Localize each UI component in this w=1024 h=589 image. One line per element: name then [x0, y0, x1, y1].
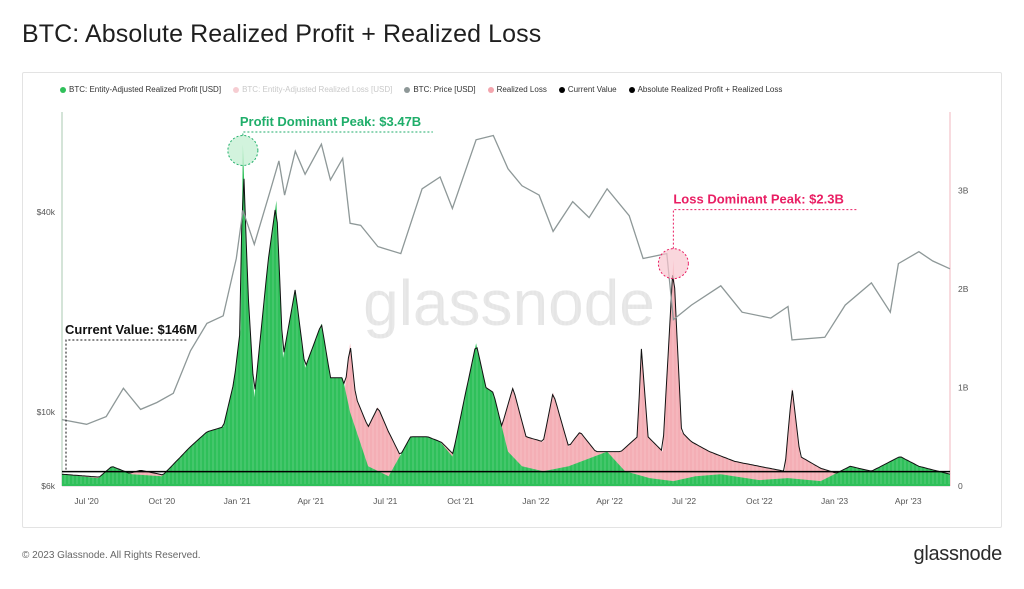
loss-peak-leader — [672, 209, 857, 249]
realized-profit-area — [62, 144, 950, 486]
legend-label-realized-loss: Realized Loss — [496, 85, 547, 94]
legend-item-price[interactable]: BTC: Price [USD] — [404, 85, 476, 94]
legend-item-realized-loss[interactable]: Realized Loss — [487, 85, 547, 94]
x-tick-label: Apr '23 — [895, 496, 922, 506]
legend-swatch-price — [404, 86, 411, 93]
legend-label-total: Absolute Realized Profit + Realized Loss — [637, 85, 783, 94]
legend-item-total[interactable]: Absolute Realized Profit + Realized Loss — [628, 85, 783, 94]
legend-item-profit[interactable]: BTC: Entity-Adjusted Realized Profit [US… — [60, 85, 221, 94]
y-left-tick-label: $6k — [41, 481, 55, 491]
y-right-tick-label: 1B — [958, 383, 969, 393]
chart-legend: BTC: Entity-Adjusted Realized Profit [US… — [60, 85, 782, 94]
legend-label-current-value: Current Value — [567, 85, 617, 94]
profit-peak-label: Profit Dominant Peak: $3.47B — [240, 114, 421, 129]
annotation-group: Profit Dominant Peak: $3.47B Loss Domina… — [62, 114, 950, 473]
y-right-tick-label: 3B — [958, 186, 969, 196]
profit-peak-marker — [227, 134, 259, 166]
x-tick-label: Apr '21 — [297, 496, 324, 506]
bar-texture — [64, 136, 950, 484]
copyright-text: © 2023 Glassnode. All Rights Reserved. — [22, 550, 201, 561]
loss-peak-label: Loss Dominant Peak: $2.3B — [673, 192, 844, 207]
chart-plot: glassnode Profit Dominant Peak: $3.47B L… — [37, 112, 969, 506]
profit-area-group — [61, 136, 951, 486]
legend-label-profit: BTC: Entity-Adjusted Realized Profit [US… — [69, 85, 222, 94]
watermark: glassnode — [363, 267, 655, 339]
x-tick-label: Jan '22 — [522, 496, 549, 506]
legend-swatch-loss-muted — [233, 86, 240, 93]
x-tick-label: Oct '22 — [746, 496, 773, 506]
y-left-tick-label: $40k — [37, 207, 56, 217]
y-right-tick-label: 0 — [958, 481, 963, 491]
loss-area-group — [62, 259, 950, 486]
current-value-label: Current Value: $146M — [65, 322, 197, 337]
legend-swatch-profit — [60, 86, 66, 93]
x-tick-label: Jul '22 — [672, 496, 697, 506]
x-tick-label: Apr '22 — [596, 496, 623, 506]
price-line — [61, 134, 951, 425]
x-tick-label: Jan '21 — [224, 496, 251, 506]
axes-group: Jul '20 Oct '20 Jan '21 Apr '21 Jul '21 Oct '… — [37, 186, 969, 506]
legend-swatch-realized-loss — [487, 86, 494, 93]
profit-peak-leader — [242, 131, 433, 136]
y-left-tick-label: $10k — [37, 407, 56, 417]
realized-loss-area — [62, 259, 950, 486]
legend-label-price: BTC: Price [USD] — [413, 85, 476, 94]
total-line — [61, 178, 951, 478]
legend-label-loss-muted: BTC: Entity-Adjusted Realized Loss [USD] — [242, 85, 393, 94]
legend-item-current-value[interactable]: Current Value — [558, 85, 617, 94]
x-tick-label: Oct '21 — [447, 496, 474, 506]
x-tick-label: Jul '20 — [74, 496, 99, 506]
y-right-tick-label: 2B — [958, 284, 969, 294]
x-tick-label: Jan '23 — [821, 496, 848, 506]
x-tick-label: Jul '21 — [373, 496, 398, 506]
loss-peak-marker — [657, 248, 689, 280]
legend-swatch-total — [628, 86, 635, 93]
x-tick-label: Oct '20 — [149, 496, 176, 506]
brand-logo: glassnode — [913, 543, 1003, 565]
legend-item-loss-muted[interactable]: BTC: Entity-Adjusted Realized Loss [USD] — [233, 85, 392, 94]
price-line-group — [61, 134, 951, 425]
page-title: BTC: Absolute Realized Profit + Realized… — [22, 20, 542, 48]
current-value-leader — [65, 339, 187, 470]
legend-swatch-current-value — [558, 86, 565, 93]
